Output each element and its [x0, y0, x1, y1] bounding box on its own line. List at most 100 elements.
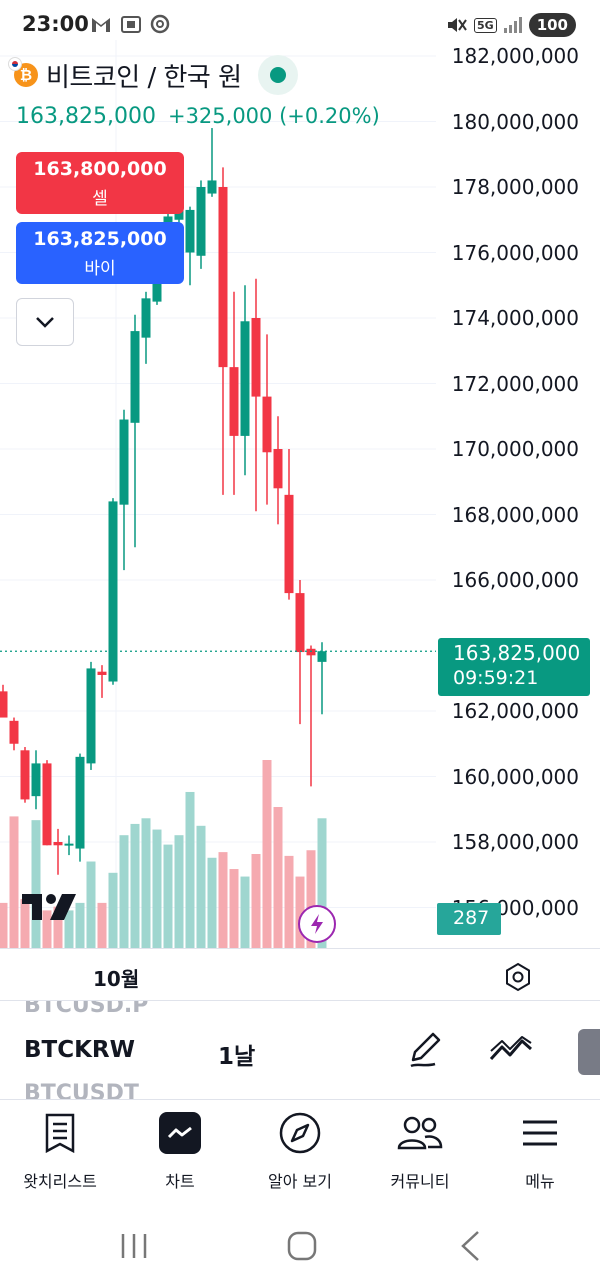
volume-bar — [185, 791, 195, 948]
price-scale-label: 162,000,000 — [451, 699, 579, 723]
sell-button[interactable]: 163,800,000 셀 — [16, 152, 184, 214]
volume-tag: 287 — [437, 903, 501, 935]
candle-body — [75, 756, 85, 849]
indicators-icon — [489, 1036, 532, 1061]
nav-explore-label: 알아 보기 — [268, 1172, 332, 1191]
recent-apps-icon — [121, 1234, 147, 1258]
candle-body — [53, 842, 63, 846]
candle-body — [97, 671, 107, 675]
nav-menu[interactable]: 메뉴 — [480, 1100, 600, 1204]
candle-body — [295, 593, 305, 653]
volume-bar — [20, 899, 30, 948]
buy-label: 바이 — [84, 259, 116, 279]
price-change: +325,000 (+0.20%) — [167, 104, 380, 128]
volume-bar — [108, 872, 118, 948]
nav-watchlist[interactable]: 왓치리스트 — [0, 1100, 120, 1204]
next-symbol[interactable]: BTCUSDT — [24, 1081, 139, 1100]
candle-body — [86, 668, 96, 764]
bottom-navigation: 왓치리스트 차트 알아 보기 커뮤니티 메뉴 — [0, 1100, 600, 1204]
price-scale-label: 180,000,000 — [451, 109, 579, 134]
recent-apps-button[interactable] — [104, 1226, 164, 1266]
back-button[interactable] — [440, 1226, 500, 1266]
home-icon — [287, 1231, 317, 1261]
home-button[interactable] — [272, 1226, 332, 1266]
candle-body — [31, 763, 41, 797]
nav-menu-label: 메뉴 — [525, 1172, 555, 1191]
price-scale-label: 160,000,000 — [451, 764, 579, 789]
volume-bar — [75, 902, 85, 948]
candle-body — [141, 298, 151, 338]
candle-body — [273, 449, 283, 489]
volume-bar — [174, 835, 184, 948]
current-symbol[interactable]: BTCKRW — [24, 1037, 136, 1063]
volume-bar — [284, 855, 294, 948]
volume-bar — [306, 850, 316, 948]
nav-community[interactable]: 커뮤니티 — [360, 1100, 480, 1204]
toolbar-overflow-handle[interactable] — [578, 1029, 600, 1075]
volume-bar — [262, 760, 272, 948]
buy-button[interactable]: 163,825,000 바이 — [16, 222, 184, 284]
candle-body — [251, 318, 261, 397]
volume-bar — [0, 902, 8, 948]
price-scale-label: 166,000,000 — [451, 568, 579, 592]
candle-body — [42, 763, 52, 846]
lightning-icon — [311, 914, 323, 934]
status-bar: 23:00 5G 100 — [0, 0, 600, 50]
nav-community-label: 커뮤니티 — [390, 1172, 450, 1191]
sell-label: 셀 — [92, 189, 108, 209]
price-scale-label: 170,000,000 — [451, 437, 579, 461]
screenshot-icon — [121, 16, 141, 33]
system-navigation-bar — [0, 1204, 600, 1287]
signal-icon — [503, 17, 522, 33]
compass-icon — [279, 1112, 321, 1154]
candle-body — [185, 209, 195, 253]
symbol-title[interactable]: 비트코인 / 한국 원 — [46, 62, 242, 93]
candle-body — [284, 494, 294, 594]
volume-bar — [42, 910, 52, 948]
tradingview-logo-icon — [22, 894, 76, 920]
chevron-down-icon — [36, 317, 54, 328]
volume-bar — [141, 818, 151, 948]
volume-bar — [86, 861, 96, 948]
indicators-button[interactable] — [484, 1025, 538, 1075]
last-price: 163,825,000 — [16, 104, 156, 129]
community-icon — [397, 1116, 443, 1150]
candle-body — [108, 501, 118, 682]
collapse-trade-button[interactable] — [16, 298, 74, 346]
candle-body — [262, 396, 272, 453]
price-chart[interactable] — [0, 40, 600, 960]
market-status-badge[interactable] — [257, 55, 298, 95]
quick-trade-button[interactable] — [298, 905, 336, 943]
candle-body — [207, 180, 217, 194]
menu-icon — [523, 1120, 557, 1146]
volume-bar — [53, 906, 63, 948]
pen-icon — [410, 1032, 441, 1068]
price-scale-label: 158,000,000 — [451, 830, 579, 854]
candlestick-chart[interactable] — [0, 40, 600, 960]
market-open-dot-icon — [269, 67, 286, 83]
volume-bar — [218, 852, 228, 948]
interval-button[interactable]: 1날 — [218, 1044, 256, 1070]
nav-chart-label: 차트 — [165, 1172, 195, 1191]
price-scale-label: 176,000,000 — [451, 240, 579, 265]
volume-bar — [273, 807, 283, 948]
watchlist-icon — [45, 1113, 75, 1153]
candle-body — [229, 367, 239, 436]
volume-bar — [119, 835, 129, 948]
drawing-tools-button[interactable] — [400, 1025, 450, 1075]
candle-countdown: 09:59:21 — [453, 667, 539, 689]
candle-body — [119, 419, 129, 505]
time-scale[interactable]: 10월 — [0, 948, 600, 1000]
settings-icon — [506, 962, 530, 992]
candle-body — [240, 321, 250, 436]
prev-symbol[interactable]: BTCUSD.P — [24, 1000, 149, 1018]
volume-bar — [64, 910, 74, 948]
symbol-header[interactable]: ₿ 비트코인 / 한국 원 — [8, 55, 298, 95]
nav-explore[interactable]: 알아 보기 — [240, 1100, 360, 1204]
chart-settings-button[interactable] — [502, 961, 534, 993]
volume-bar — [229, 869, 239, 948]
volume-bar — [317, 818, 327, 948]
korea-flag-icon — [8, 57, 22, 71]
nav-chart[interactable]: 차트 — [120, 1100, 240, 1204]
price-scale-label: 178,000,000 — [451, 175, 579, 199]
